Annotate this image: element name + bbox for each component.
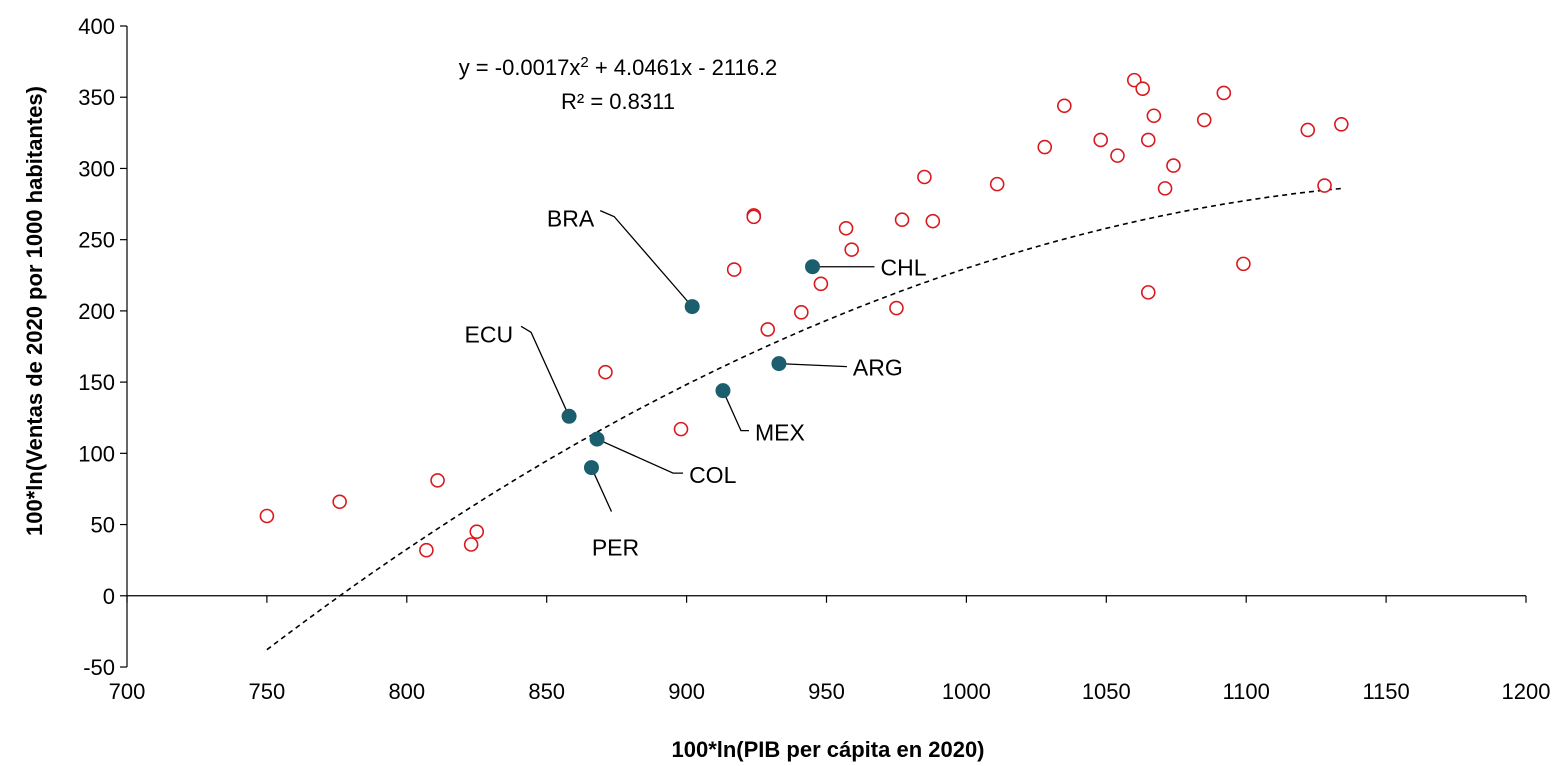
y-tick-label: 400 bbox=[78, 14, 115, 39]
x-tick-label: 900 bbox=[668, 679, 705, 704]
callout-leader-bra bbox=[599, 210, 693, 308]
open-marker bbox=[1110, 148, 1125, 163]
open-marker bbox=[463, 537, 479, 552]
x-axis-title: 100*ln(PIB per cápita en 2020) bbox=[671, 737, 984, 762]
open-markers bbox=[259, 72, 1349, 558]
y-tick-label: 100 bbox=[78, 441, 115, 466]
y-tick-label: 0 bbox=[103, 584, 115, 609]
open-marker bbox=[1300, 122, 1316, 138]
open-marker bbox=[419, 542, 434, 558]
open-marker bbox=[746, 209, 762, 225]
trendline bbox=[266, 187, 1342, 651]
y-tick-label: 250 bbox=[78, 228, 115, 253]
open-marker bbox=[844, 242, 859, 257]
open-marker bbox=[838, 220, 854, 236]
x-tick-label: 700 bbox=[109, 679, 146, 704]
open-marker bbox=[925, 213, 941, 229]
highlight-marker-arg bbox=[771, 356, 787, 372]
open-marker bbox=[1140, 285, 1156, 300]
x-tick-label: 950 bbox=[808, 679, 845, 704]
callout-leader-col bbox=[596, 438, 684, 474]
open-marker bbox=[673, 421, 689, 437]
open-marker bbox=[259, 508, 275, 524]
open-marker bbox=[1157, 181, 1173, 196]
open-marker bbox=[469, 524, 485, 539]
open-marker bbox=[760, 322, 776, 337]
callout-leader-ecu bbox=[520, 325, 570, 417]
open-marker bbox=[889, 300, 904, 316]
y-tick-label: 350 bbox=[78, 85, 115, 110]
x-tick-label: 1050 bbox=[1082, 679, 1131, 704]
callout-label-ecu: ECU bbox=[465, 321, 514, 347]
highlight-marker-col bbox=[589, 431, 605, 447]
open-marker bbox=[813, 276, 829, 292]
open-marker bbox=[1140, 132, 1156, 148]
open-marker bbox=[917, 169, 932, 185]
callout-label-mex: MEX bbox=[755, 420, 805, 446]
trendline-equation: y = -0.0017x2 + 4.0461x - 2116.2 bbox=[459, 54, 778, 81]
open-marker bbox=[1334, 116, 1349, 132]
y-axis-title: 100*ln(Ventas de 2020 por 1000 habitante… bbox=[22, 86, 47, 536]
open-marker bbox=[794, 305, 809, 320]
callout-leader-arg bbox=[778, 362, 847, 368]
tick-labels: -50 0 50 100 150 200 250 300 350 400 700 750 800 850 9… bbox=[78, 14, 1550, 704]
open-marker bbox=[1057, 98, 1072, 114]
open-marker bbox=[1166, 158, 1181, 173]
callout-label-arg: ARG bbox=[853, 355, 903, 381]
y-tick-label: 300 bbox=[78, 156, 115, 181]
x-tick-label: 750 bbox=[249, 679, 286, 704]
open-marker bbox=[894, 212, 910, 228]
axes bbox=[120, 25, 1527, 668]
r-squared-label: R² = 0.8311 bbox=[561, 89, 675, 114]
callout-label-per: PER bbox=[592, 535, 639, 561]
y-tick-label: 150 bbox=[78, 370, 115, 395]
open-marker bbox=[1037, 139, 1053, 155]
callout-label-chl: CHL bbox=[881, 255, 927, 281]
highlight-marker-ecu bbox=[561, 408, 577, 424]
x-tick-label: 1200 bbox=[1502, 679, 1551, 704]
highlight-marker-per bbox=[583, 460, 599, 476]
open-marker bbox=[430, 473, 445, 488]
x-tick-label: 1100 bbox=[1223, 679, 1270, 704]
y-tick-label: -50 bbox=[83, 655, 115, 680]
highlight-marker-mex bbox=[715, 383, 731, 399]
highlight-marker-chl bbox=[805, 259, 821, 275]
highlight-marker-bra bbox=[684, 299, 700, 315]
callout-leader-per bbox=[590, 467, 613, 512]
open-marker bbox=[1146, 108, 1162, 124]
open-marker bbox=[989, 176, 1005, 192]
y-tick-label: 50 bbox=[91, 513, 115, 538]
y-tick-label: 200 bbox=[78, 299, 115, 324]
open-marker bbox=[1126, 72, 1142, 88]
open-marker bbox=[332, 494, 347, 510]
highlight-markers bbox=[561, 259, 821, 476]
callout-label-bra: BRA bbox=[547, 206, 595, 232]
x-tick-label: 1150 bbox=[1362, 679, 1409, 704]
open-marker bbox=[1317, 178, 1332, 193]
callout-label-col: COL bbox=[689, 462, 737, 488]
open-marker bbox=[726, 262, 742, 277]
open-marker bbox=[598, 364, 613, 380]
x-tick-label: 800 bbox=[388, 679, 425, 704]
open-marker bbox=[1236, 256, 1251, 272]
callout-leader-mex bbox=[722, 390, 749, 432]
open-marker bbox=[1196, 112, 1212, 128]
open-marker bbox=[1216, 85, 1232, 101]
x-tick-label: 850 bbox=[528, 679, 565, 704]
open-marker bbox=[1135, 81, 1150, 96]
open-marker bbox=[1093, 132, 1109, 148]
trendline-layer bbox=[266, 187, 1342, 651]
callouts: BRA CHL ARG MEX ECU COL PER bbox=[465, 206, 927, 561]
x-tick-label: 1000 bbox=[942, 679, 991, 704]
